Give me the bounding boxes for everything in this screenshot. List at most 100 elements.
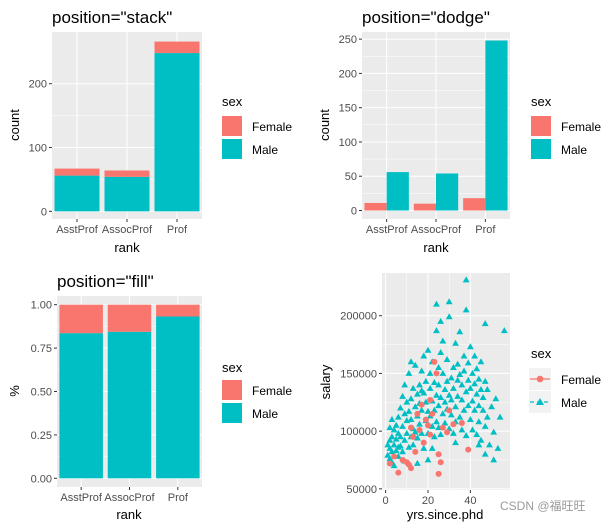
x-tick-label: 40 xyxy=(464,495,476,507)
point-male xyxy=(452,439,459,446)
point-male xyxy=(471,352,479,359)
y-tick-label: 0.50 xyxy=(31,387,52,399)
point-male xyxy=(469,426,476,433)
y-tick-label: 0.75 xyxy=(31,343,52,355)
y-tick-label: 1.00 xyxy=(31,300,52,312)
point-male xyxy=(399,422,406,429)
point-male xyxy=(447,396,455,403)
point-male xyxy=(500,327,508,334)
y-tick-label: 100 xyxy=(339,137,357,149)
point-male xyxy=(460,406,468,413)
bar-male xyxy=(107,331,152,479)
x-ticks-scatter: 0 20 40 xyxy=(383,490,476,507)
point-male xyxy=(439,337,447,344)
point-male xyxy=(471,380,479,387)
x-tick-label: Prof xyxy=(475,224,496,236)
point-male xyxy=(475,418,483,425)
y-tick-label: 0.25 xyxy=(31,430,52,442)
legend-label-male: Male xyxy=(252,143,278,157)
point-male xyxy=(392,447,400,454)
point-male xyxy=(405,407,413,414)
point-male xyxy=(460,352,468,359)
point-male xyxy=(411,403,419,410)
point-male xyxy=(481,320,489,327)
x-axis-title-dodge: rank xyxy=(423,240,449,255)
point-female xyxy=(450,421,457,428)
point-female xyxy=(420,439,427,446)
legend-label-female: Female xyxy=(561,120,601,134)
point-male xyxy=(443,355,451,362)
point-female xyxy=(412,448,419,455)
y-tick-label: 0 xyxy=(351,206,357,218)
point-male xyxy=(469,369,476,376)
point-male xyxy=(483,413,491,420)
point-male xyxy=(466,415,474,422)
point-male xyxy=(397,433,404,440)
point-male xyxy=(441,385,449,392)
point-male xyxy=(401,410,409,417)
point-male xyxy=(435,402,442,409)
point-female xyxy=(465,446,472,453)
point-female xyxy=(408,465,415,472)
point-female xyxy=(418,401,425,408)
point-male xyxy=(475,402,483,409)
point-male xyxy=(490,428,498,435)
legend-key-male xyxy=(222,139,242,159)
legend-fill: sex Female Male xyxy=(222,360,292,423)
x-tick-label: Prof xyxy=(167,224,188,236)
point-male xyxy=(477,358,485,365)
y-ticks-dodge: 0 50 100 150 200 250 xyxy=(339,34,362,218)
point-female xyxy=(414,410,421,417)
y-tick-label: 150000 xyxy=(340,368,377,380)
point-male xyxy=(473,365,481,372)
y-tick-label: 50 xyxy=(345,171,357,183)
point-male xyxy=(420,444,428,451)
point-male xyxy=(479,406,487,413)
y-tick-label: 200 xyxy=(29,79,47,91)
point-male xyxy=(407,358,415,365)
point-male xyxy=(475,375,483,382)
point-male xyxy=(471,406,479,413)
y-ticks-fill: 0.00 0.25 0.50 0.75 1.00 xyxy=(31,300,57,485)
point-male xyxy=(475,441,483,448)
legend-key-male xyxy=(531,139,551,159)
point-male xyxy=(477,385,485,392)
y-ticks-scatter: 50000 100000 150000 200000 xyxy=(340,311,382,496)
point-male xyxy=(413,390,421,397)
point-female xyxy=(433,370,440,377)
bars-stack xyxy=(54,41,200,212)
point-male xyxy=(392,435,400,442)
point-male xyxy=(418,387,426,394)
point-male xyxy=(390,462,398,469)
legend-title: sex xyxy=(531,94,552,109)
x-tick-label: AssocProf xyxy=(411,224,462,236)
chart-panel-stack: position="stack" 0 100 200 AsstProf AssocPr… xyxy=(7,8,202,255)
point-male xyxy=(399,392,406,399)
point-male xyxy=(445,391,453,398)
point-female xyxy=(437,459,444,466)
y-tick-label: 0.00 xyxy=(31,473,52,485)
point-male xyxy=(418,367,426,374)
point-male xyxy=(420,352,428,359)
x-tick-label: 0 xyxy=(383,495,389,507)
point-male xyxy=(401,381,409,388)
point-male xyxy=(445,298,453,305)
point-male xyxy=(447,374,455,381)
y-axis-title-stack: count xyxy=(7,109,22,141)
point-male xyxy=(433,300,440,307)
legend-label-male: Male xyxy=(561,396,587,410)
point-female xyxy=(427,431,434,438)
bar-male xyxy=(156,316,200,479)
point-male xyxy=(426,384,434,391)
point-male xyxy=(456,413,464,420)
x-tick-label: 20 xyxy=(422,495,434,507)
x-tick-label: AsstProf xyxy=(60,492,103,504)
point-female xyxy=(422,416,429,423)
y-tick-label: 0 xyxy=(41,206,47,218)
point-male xyxy=(447,411,455,418)
point-male xyxy=(481,450,489,457)
point-male xyxy=(418,429,426,436)
x-axis-title-stack: rank xyxy=(114,240,140,255)
watermark: CSDN @福旺旺 xyxy=(500,498,586,513)
